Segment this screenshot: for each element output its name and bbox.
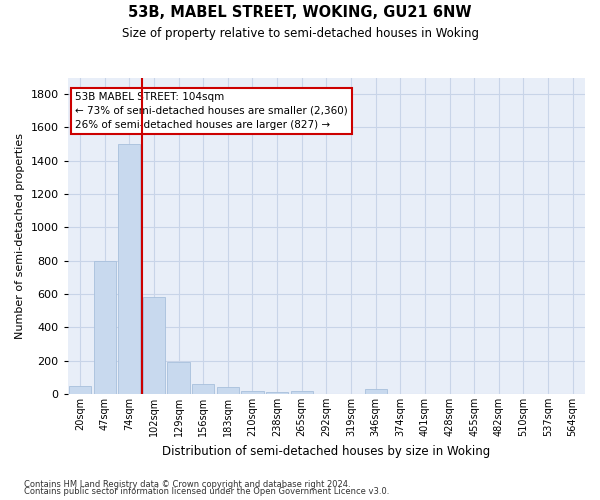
Bar xyxy=(143,298,165,394)
Bar xyxy=(365,389,387,394)
Bar xyxy=(241,390,263,394)
X-axis label: Distribution of semi-detached houses by size in Woking: Distribution of semi-detached houses by … xyxy=(162,444,490,458)
Bar xyxy=(266,392,288,394)
Bar xyxy=(217,388,239,394)
Bar xyxy=(69,386,91,394)
Bar xyxy=(192,384,214,394)
Text: Contains HM Land Registry data © Crown copyright and database right 2024.: Contains HM Land Registry data © Crown c… xyxy=(24,480,350,489)
Bar xyxy=(118,144,140,394)
Bar xyxy=(290,390,313,394)
Text: Contains public sector information licensed under the Open Government Licence v3: Contains public sector information licen… xyxy=(24,487,389,496)
Text: Size of property relative to semi-detached houses in Woking: Size of property relative to semi-detach… xyxy=(121,28,479,40)
Text: 53B MABEL STREET: 104sqm
← 73% of semi-detached houses are smaller (2,360)
26% o: 53B MABEL STREET: 104sqm ← 73% of semi-d… xyxy=(76,92,348,130)
Bar xyxy=(167,362,190,394)
Text: 53B, MABEL STREET, WOKING, GU21 6NW: 53B, MABEL STREET, WOKING, GU21 6NW xyxy=(128,5,472,20)
Bar xyxy=(94,260,116,394)
Y-axis label: Number of semi-detached properties: Number of semi-detached properties xyxy=(15,133,25,339)
